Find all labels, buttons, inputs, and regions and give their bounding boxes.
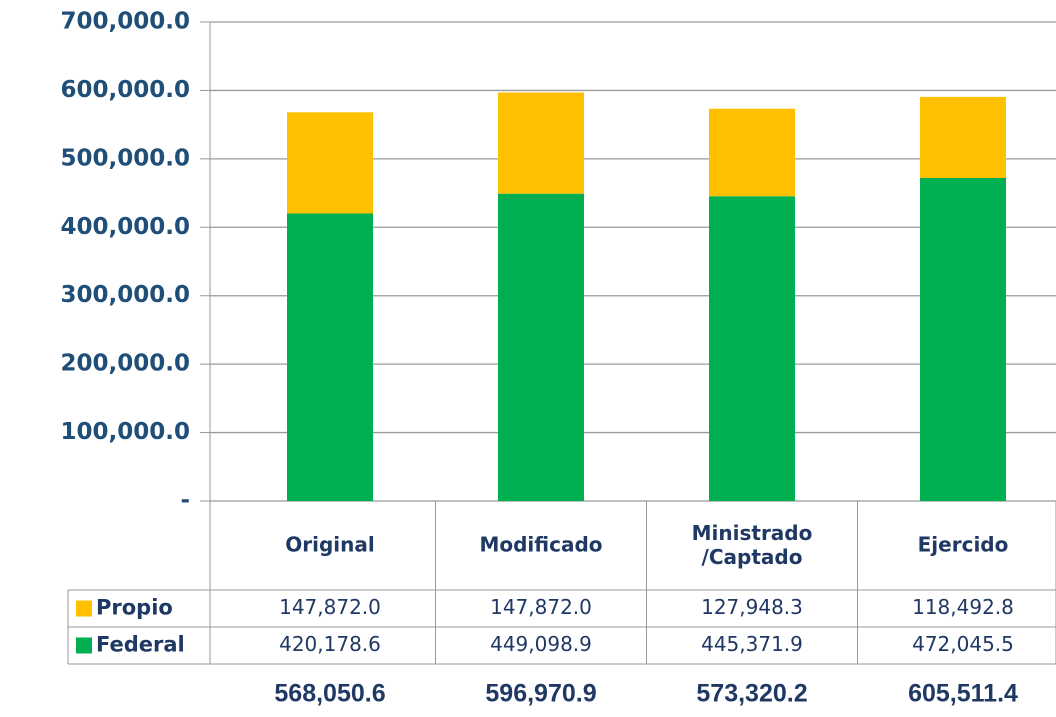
value-label: 147,872.0	[279, 595, 381, 619]
y-tick-label: 100,000.0	[61, 419, 191, 445]
value-label: 127,948.3	[701, 595, 803, 619]
bar-segment	[709, 108, 795, 197]
bar-segment	[498, 193, 584, 501]
value-label: 420,178.6	[279, 632, 381, 656]
bar-segment	[287, 213, 373, 501]
total-label: 596,970.9	[485, 680, 596, 708]
total-label: 568,050.6	[274, 680, 385, 708]
bar-segment	[287, 112, 373, 214]
value-label: 147,872.0	[490, 595, 592, 619]
total-label: 605,511.4	[908, 680, 1018, 708]
y-tick-label: -	[180, 488, 190, 514]
y-tick-label: 500,000.0	[61, 145, 191, 171]
total-label: 573,320.2	[696, 680, 807, 708]
y-tick-label: 600,000.0	[61, 77, 191, 103]
bar-segment	[920, 96, 1006, 178]
y-tick-label: 300,000.0	[61, 282, 191, 308]
legend-label: Federal	[96, 633, 185, 657]
value-label: 449,098.9	[490, 632, 592, 656]
legend-swatch	[76, 637, 92, 654]
legend-label: Propio	[96, 596, 173, 620]
value-label: 118,492.8	[912, 595, 1014, 619]
x-tick-label: Modificado	[479, 533, 602, 557]
x-tick-label: Ejercido	[918, 533, 1009, 557]
y-tick-label: 700,000.0	[61, 9, 191, 35]
y-tick-label: 200,000.0	[61, 351, 191, 377]
legend-swatch	[76, 600, 92, 617]
bar-segment	[920, 177, 1006, 501]
y-tick-label: 400,000.0	[61, 214, 191, 240]
bar-segment	[498, 92, 584, 194]
x-tick-label: Ministrado/Captado	[692, 521, 813, 569]
value-label: 445,371.9	[701, 632, 803, 656]
x-tick-label: Original	[285, 533, 374, 557]
bar-segment	[709, 196, 795, 501]
value-label: 472,045.5	[912, 632, 1014, 656]
